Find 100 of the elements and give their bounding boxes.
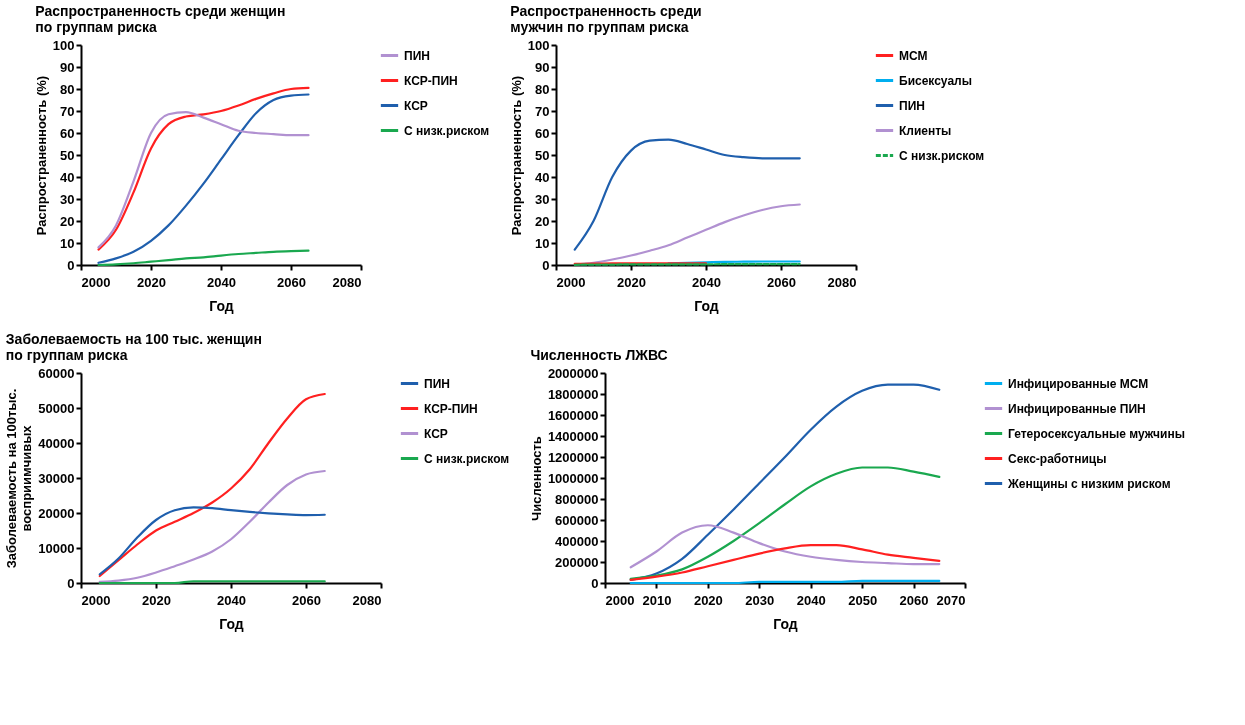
y-tick-label: 50 <box>535 147 550 163</box>
text: Заболеваемость на 100тыс. <box>4 388 20 569</box>
y-tick-label: 600000 <box>555 512 599 528</box>
x-tick-label: 2000 <box>556 274 586 290</box>
x-tick-label: 2020 <box>137 274 166 290</box>
legend-label: С низк.риском <box>899 148 985 163</box>
y-tick-label: 0 <box>67 257 75 273</box>
text: Распространенность среди <box>510 3 702 19</box>
x-tick-label: 2040 <box>217 592 246 608</box>
y-tick-label: 1400000 <box>547 428 599 444</box>
x-tick-label: 2080 <box>827 274 857 290</box>
y-axis-title: Распространенность (%) <box>33 75 49 236</box>
x-tick-label: 2070 <box>936 592 966 608</box>
text: по группам риска <box>35 19 157 35</box>
y-tick-label: 30 <box>535 191 550 207</box>
text: Численность ЛЖВС <box>530 347 668 363</box>
x-tick-label: 2040 <box>692 274 721 290</box>
y-tick-label: 0 <box>591 575 599 591</box>
legend-label: С низк.риском <box>424 451 510 466</box>
y-tick-label: 70 <box>535 103 550 119</box>
x-axis-title: Год <box>209 297 234 314</box>
y-tick-label: 60000 <box>38 365 75 381</box>
y-tick-label: 800000 <box>555 491 599 507</box>
text: по группам риска <box>5 347 128 363</box>
legend-label: Секс-работницы <box>1008 451 1107 466</box>
y-tick-label: 30 <box>60 191 75 207</box>
text: Заболеваемость на 100 тыс. женщин <box>5 331 262 347</box>
y-tick-label: 50000 <box>38 400 75 416</box>
y-axis-title: Численность <box>528 436 544 521</box>
legend-label: ПИН <box>404 48 430 63</box>
x-tick-label: 2040 <box>796 592 826 608</box>
x-tick-label: 2010 <box>642 592 672 608</box>
y-tick-label: 90 <box>60 59 75 75</box>
y-tick-label: 70 <box>60 103 75 119</box>
text: Распространенность среди женщин <box>35 3 286 19</box>
legend-label: Гетеросексуальные мужчины <box>1008 426 1185 441</box>
y-axis-title: Распространенность (%) <box>508 75 524 236</box>
y-tick-label: 20 <box>60 213 75 229</box>
y-tick-label: 100 <box>527 37 550 53</box>
x-tick-label: 2080 <box>352 592 382 608</box>
x-tick-label: 2050 <box>848 592 878 608</box>
y-tick-label: 80 <box>60 81 75 97</box>
line-series <box>629 466 941 580</box>
legend-label: ПИН <box>424 376 450 391</box>
x-tick-label: 2000 <box>81 592 111 608</box>
line-series <box>629 524 941 569</box>
x-axis-title: Год <box>773 615 798 632</box>
legend-label: Бисексуалы <box>899 73 972 88</box>
y-tick-label: 60 <box>535 125 550 141</box>
x-tick-label: 2080 <box>332 274 362 290</box>
x-tick-label: 2060 <box>767 274 796 290</box>
legend-label: Женщины с низким риском <box>1007 476 1171 491</box>
y-tick-label: 400000 <box>555 533 599 549</box>
legend-label: МСМ <box>899 48 928 63</box>
y-tick-label: 100 <box>52 37 75 53</box>
y-tick-label: 40000 <box>38 435 75 451</box>
x-tick-label: 2000 <box>81 274 111 290</box>
x-tick-label: 2020 <box>617 274 646 290</box>
y-tick-label: 30000 <box>38 470 75 486</box>
y-tick-label: 10 <box>60 235 75 251</box>
legend-label: ПИН <box>899 98 925 113</box>
y-tick-label: 60 <box>60 125 75 141</box>
x-tick-label: 2020 <box>693 592 723 608</box>
line-series <box>98 469 326 584</box>
legend-label: Клиенты <box>899 123 952 138</box>
y-tick-label: 10000 <box>38 540 75 556</box>
text: мужчин по группам риска <box>510 19 689 35</box>
line-series <box>97 111 310 249</box>
legend-label: КСР-ПИН <box>424 401 478 416</box>
legend-label: Инфицированные МСМ <box>1008 376 1149 391</box>
y-tick-label: 90 <box>535 59 550 75</box>
legend-label: КСР <box>424 426 448 441</box>
line-series <box>98 506 326 576</box>
line-series <box>98 392 326 578</box>
text: восприимчивых <box>19 425 35 532</box>
y-tick-label: 1200000 <box>547 449 599 465</box>
y-tick-label: 50 <box>60 147 75 163</box>
x-axis-title: Год <box>219 615 244 632</box>
y-tick-label: 20000 <box>38 505 75 521</box>
x-tick-label: 2040 <box>207 274 236 290</box>
x-tick-label: 2020 <box>142 592 171 608</box>
y-tick-label: 20 <box>535 213 550 229</box>
y-tick-label: 0 <box>67 575 75 591</box>
y-tick-label: 40 <box>60 169 75 185</box>
y-tick-label: 1800000 <box>547 386 599 402</box>
line-series <box>629 544 941 581</box>
x-tick-label: 2060 <box>292 592 321 608</box>
y-tick-label: 40 <box>535 169 550 185</box>
x-tick-label: 2030 <box>745 592 775 608</box>
line-series <box>573 138 801 251</box>
x-axis-title: Год <box>694 297 719 314</box>
y-tick-label: 80 <box>535 81 550 97</box>
y-tick-label: 1000000 <box>547 470 599 486</box>
legend-label: КСР-ПИН <box>404 73 458 88</box>
y-tick-label: 200000 <box>555 554 599 570</box>
y-tick-label: 10 <box>535 235 550 251</box>
x-tick-label: 2000 <box>605 592 635 608</box>
x-tick-label: 2060 <box>899 592 929 608</box>
y-tick-label: 2000000 <box>547 365 599 381</box>
x-tick-label: 2060 <box>277 274 306 290</box>
